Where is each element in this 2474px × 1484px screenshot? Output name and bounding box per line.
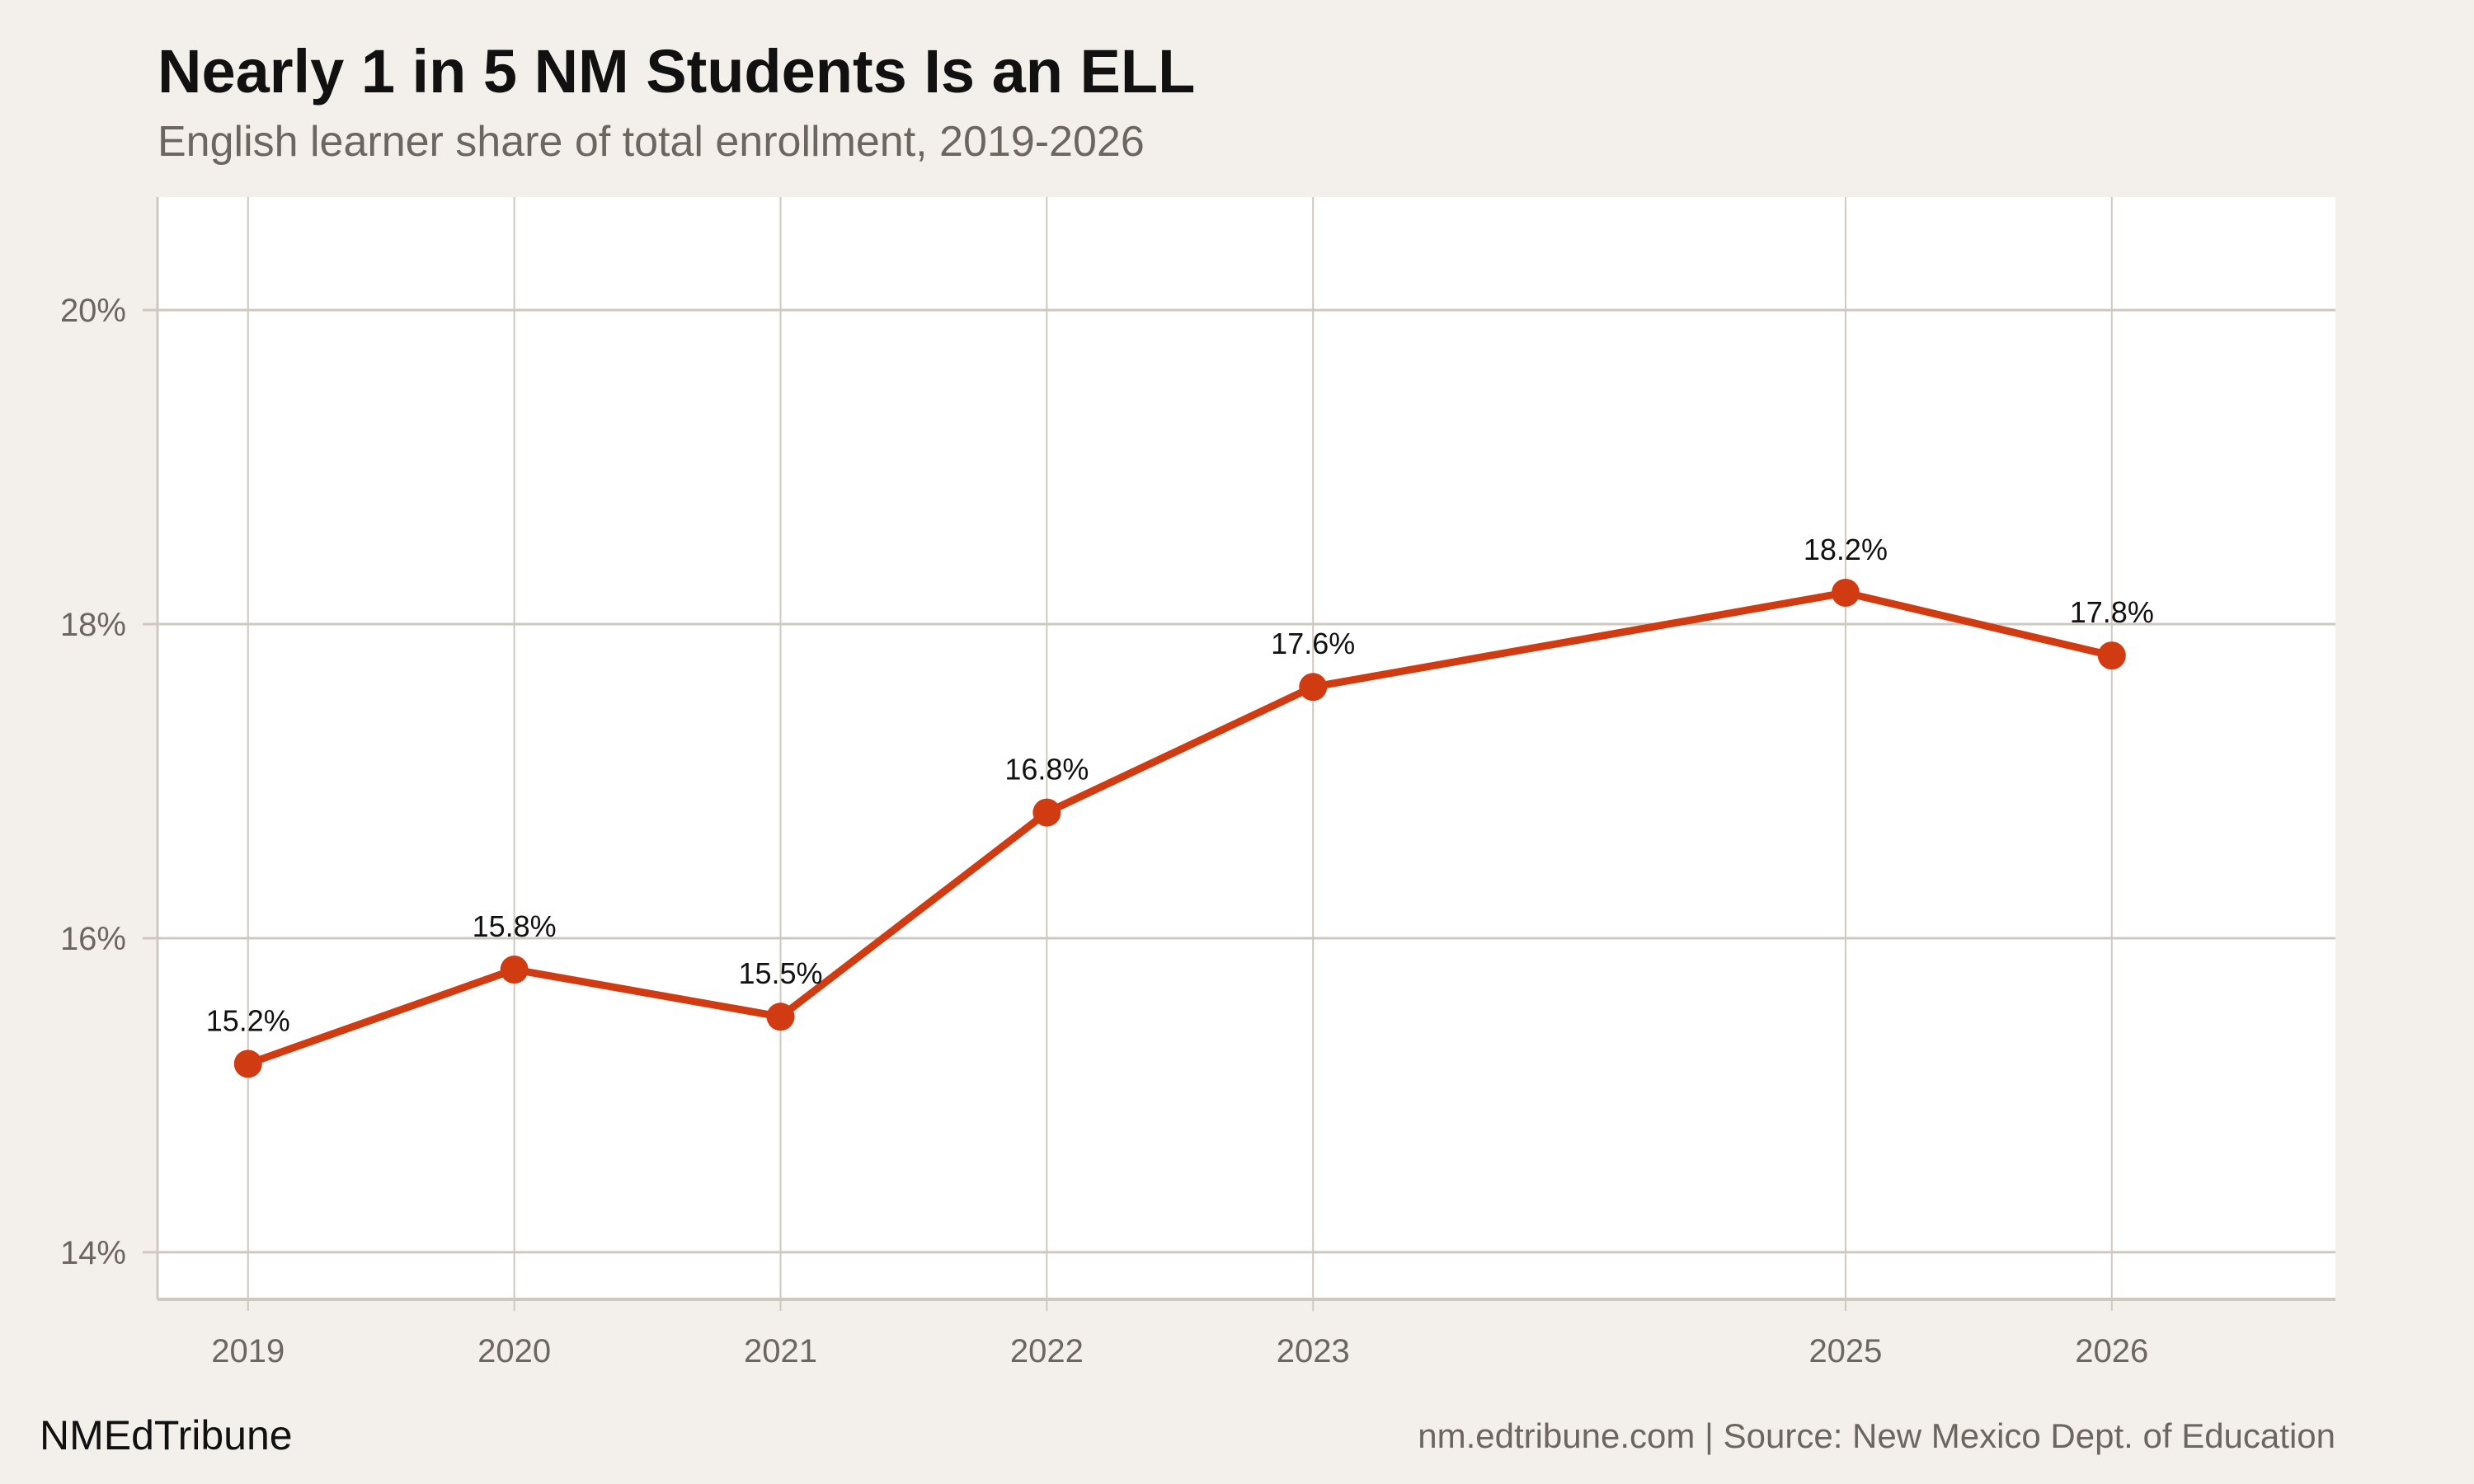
data-label: 17.8% bbox=[2070, 595, 2154, 629]
x-tick-label: 2023 bbox=[1277, 1333, 1350, 1369]
source-note: nm.edtribune.com | Source: New Mexico De… bbox=[1418, 1416, 2335, 1455]
y-tick-label: 20% bbox=[60, 293, 126, 329]
x-tick-label: 2022 bbox=[1010, 1333, 1084, 1369]
data-point bbox=[500, 956, 529, 984]
data-label: 15.2% bbox=[206, 1003, 290, 1037]
x-tick-label: 2026 bbox=[2075, 1333, 2148, 1369]
y-tick-label: 18% bbox=[60, 607, 126, 643]
data-point bbox=[1032, 798, 1061, 827]
x-tick-label: 2020 bbox=[477, 1333, 551, 1369]
data-point bbox=[766, 1003, 795, 1031]
y-tick-label: 16% bbox=[60, 921, 126, 957]
data-label: 17.6% bbox=[1271, 627, 1355, 660]
x-tick-label: 2019 bbox=[211, 1333, 285, 1369]
data-point bbox=[233, 1050, 262, 1078]
chart-subtitle: English learner share of total enrollmen… bbox=[158, 118, 1145, 166]
plot-area bbox=[158, 197, 2335, 1299]
data-label: 16.8% bbox=[1004, 753, 1089, 787]
data-label: 18.2% bbox=[1804, 533, 1888, 566]
data-label: 15.8% bbox=[473, 909, 557, 943]
data-point bbox=[1299, 673, 1328, 702]
data-point bbox=[2097, 641, 2126, 670]
x-tick-label: 2025 bbox=[1808, 1333, 1882, 1369]
brand-logo-text: NMEdTribune bbox=[40, 1412, 293, 1458]
chart-title: Nearly 1 in 5 NM Students Is an ELL bbox=[158, 37, 1196, 106]
data-point bbox=[1831, 578, 1860, 607]
y-tick-label: 14% bbox=[60, 1235, 126, 1271]
x-tick-label: 2021 bbox=[744, 1333, 817, 1369]
data-label: 15.5% bbox=[738, 956, 822, 990]
